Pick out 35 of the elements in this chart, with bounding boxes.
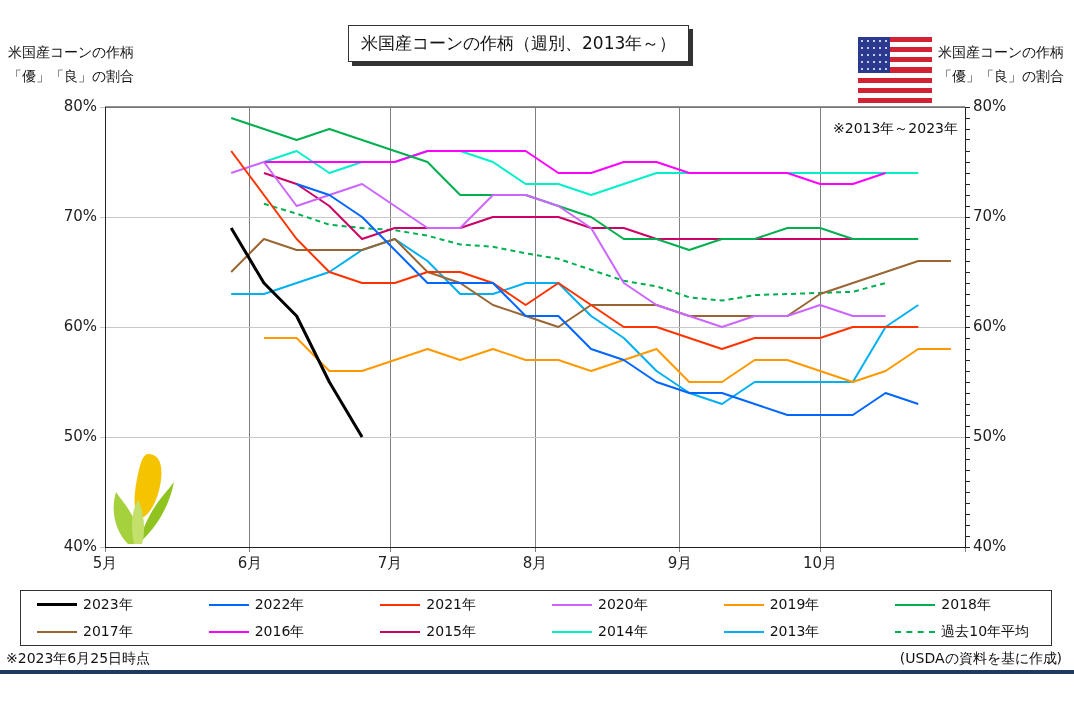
legend-label: 2018年 (941, 595, 991, 614)
line-series (262, 202, 887, 302)
text: (USDAの資料を基に作成) (899, 650, 1062, 668)
y-tick-label: 80% (63, 96, 97, 115)
y2-tick-label: 50% (973, 426, 1007, 445)
legend-label: 2022年 (254, 595, 305, 614)
x-tick-label: 5月 (92, 553, 118, 572)
y2-tick-label: 70% (973, 206, 1007, 225)
legend-label: 2013年 (769, 622, 820, 641)
legend-label: 2019年 (769, 595, 820, 614)
legend-label: 2017年 (83, 622, 133, 641)
y2-tick-label: 80% (973, 96, 1007, 115)
y-tick-label: 50% (63, 426, 97, 445)
y2-axis-title: 米国産コーンの作柄「優」「良」の割合 (938, 43, 1065, 86)
y-tick-label: 40% (63, 536, 97, 555)
y2-tick-label: 60% (973, 316, 1007, 335)
x-tick-label: 9月 (667, 553, 693, 572)
legend-label: 2023年 (83, 595, 133, 614)
y-tick-label: 70% (63, 206, 97, 225)
legend-label: 2021年 (426, 595, 476, 614)
text: ※2023年6月25日時点 (6, 650, 151, 668)
x-tick-label: 7月 (377, 553, 403, 572)
y-axis-title: 米国産コーンの作柄「優」「良」の割合 (8, 43, 135, 86)
legend-label: 過去10年平均 (941, 622, 1030, 641)
y-tick-label: 60% (63, 316, 97, 335)
legend-label: 2015年 (426, 622, 476, 641)
legend-label: 2014年 (598, 622, 648, 641)
annotation: ※2013年～2023年 (833, 120, 958, 138)
legend-label: 2016年 (254, 622, 305, 641)
chart-title: 米国産コーンの作柄（週別、2013年～） (348, 25, 690, 62)
x-tick-label: 10月 (803, 553, 838, 572)
x-tick-label: 8月 (522, 553, 548, 572)
y2-tick-label: 40% (973, 536, 1007, 555)
legend-label: 2020年 (598, 595, 648, 614)
x-tick-label: 6月 (237, 553, 263, 572)
